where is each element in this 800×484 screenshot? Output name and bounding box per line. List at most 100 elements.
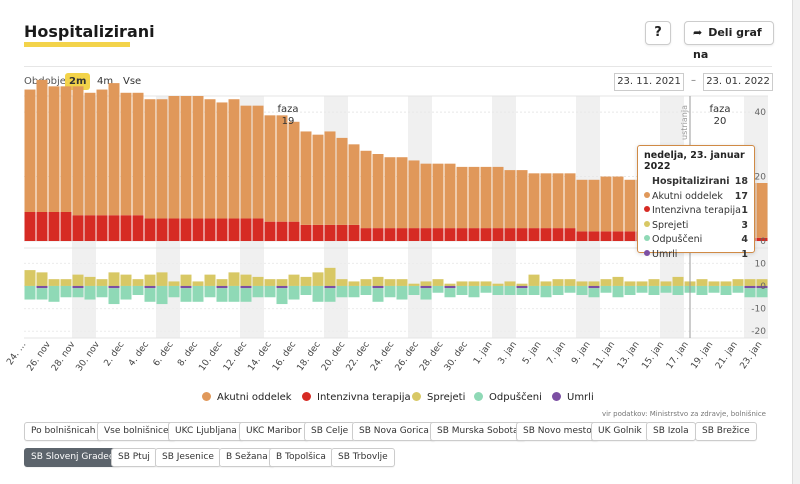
icu-bar xyxy=(432,228,444,241)
admitted-bar xyxy=(204,274,216,286)
xtick-label: 9. jan xyxy=(570,340,593,366)
deceased-bar xyxy=(420,285,432,289)
deceased-dot-icon xyxy=(644,249,650,256)
hospital-button-sb-nova-gorica[interactable]: SB Nova Gorica xyxy=(352,422,436,441)
acute-bar xyxy=(108,83,120,216)
hospital-button-sb-izola[interactable]: SB Izola xyxy=(646,422,696,441)
icu-bar xyxy=(456,228,468,241)
date-to-input[interactable]: 23. 01. 2022 xyxy=(703,73,773,91)
acute-bar xyxy=(72,86,84,216)
icu-bar xyxy=(24,212,36,241)
share-button[interactable]: ➦ Deli graf na xyxy=(684,21,774,61)
icu-bar xyxy=(216,218,228,241)
hospital-button-uk-golnik[interactable]: UK Golnik xyxy=(591,422,649,441)
legend-item-deceased[interactable]: Umrli xyxy=(552,392,594,403)
discharged-bar xyxy=(516,288,528,295)
admitted-bar xyxy=(264,279,276,286)
admitted-bar xyxy=(660,281,672,286)
deceased-bar xyxy=(276,285,288,289)
hospital-button-b-topolsica[interactable]: B Topolšica xyxy=(269,448,333,467)
deceased-bar xyxy=(144,285,156,289)
discharged-bar xyxy=(576,285,588,295)
admitted-bar xyxy=(120,274,132,286)
discharged-bar xyxy=(528,285,540,295)
hospital-button-sb-ptuj[interactable]: SB Ptuj xyxy=(111,448,157,467)
hospital-button-ukc-ljubljana[interactable]: UKC Ljubljana xyxy=(168,422,244,441)
legend-item-admitted[interactable]: Sprejeti xyxy=(412,392,465,403)
admitted-bar xyxy=(552,279,564,286)
legend-label: Sprejeti xyxy=(427,392,466,403)
hospital-button-sb-novo-mesto[interactable]: SB Novo mesto xyxy=(516,422,599,441)
hospital-button-b-sezana[interactable]: B Sežana xyxy=(219,448,275,467)
admitted-bar xyxy=(732,279,744,286)
share-arrow-icon: ➦ xyxy=(693,26,703,39)
legend-item-acute[interactable]: Akutni oddelek xyxy=(202,392,292,403)
discharged-bar xyxy=(744,288,756,298)
admitted-bar xyxy=(612,276,624,286)
admitted-bar xyxy=(360,279,372,286)
hospital-button-all[interactable]: Vse bolnišnice xyxy=(97,422,176,441)
legend-swatch xyxy=(552,392,561,401)
admitted-bar xyxy=(444,283,456,286)
hospital-button-sb-jesenice[interactable]: SB Jesenice xyxy=(155,448,221,467)
admitted-bar xyxy=(228,272,240,286)
icu-bar xyxy=(588,231,600,241)
tooltip-value: 3 xyxy=(741,219,748,231)
hospital-button-sb-brezice[interactable]: SB Brežice xyxy=(695,422,757,441)
acute-bar xyxy=(396,157,408,229)
discharged-bar xyxy=(324,288,336,302)
hospital-button-sb-trbovlje[interactable]: SB Trbovlje xyxy=(331,448,395,467)
acute-bar xyxy=(612,176,624,232)
acute-bar xyxy=(216,102,228,219)
admitted-bar xyxy=(72,274,84,286)
hospital-button-ukc-maribor[interactable]: UKC Maribor xyxy=(239,422,309,441)
share-button-label: Deli graf na xyxy=(693,26,762,61)
legend-swatch xyxy=(474,392,483,401)
deceased-bar xyxy=(444,285,456,289)
xtick-label: 13. jan xyxy=(616,340,642,371)
discharged-bar xyxy=(96,285,108,298)
period-option-4m[interactable]: 4m xyxy=(97,76,114,87)
admitted-bar xyxy=(540,281,552,286)
hospital-button-sb-murska-sobota[interactable]: SB Murska Sobota xyxy=(430,422,526,441)
lower-ytick-label: -10 xyxy=(751,305,766,315)
discharged-bar xyxy=(84,285,96,300)
discharged-bar xyxy=(336,285,348,298)
data-source-note: vir podatkov: Ministrstvo za zdravje, bo… xyxy=(601,410,766,418)
period-option-2m[interactable]: 2m xyxy=(65,73,91,90)
xtick-label: 28. dec xyxy=(418,340,445,373)
date-from-input[interactable]: 23. 11. 2021 xyxy=(614,73,684,91)
acute-bar xyxy=(120,92,132,216)
discharged-bar xyxy=(276,288,288,305)
discharged-bar xyxy=(732,285,744,293)
admitted-bar xyxy=(396,279,408,286)
admitted-bar xyxy=(600,279,612,286)
hospital-button-sb-slovenj-gradec[interactable]: SB Slovenj Gradec xyxy=(24,448,121,467)
acute-bar xyxy=(756,183,768,238)
admitted-bar xyxy=(240,274,252,286)
hospital-button-by-hospital[interactable]: Po bolnišnicah xyxy=(24,422,103,441)
icu-bar xyxy=(84,215,96,241)
xtick-label: 1. jan xyxy=(472,340,495,366)
xtick-label: 14. dec xyxy=(246,340,273,373)
deceased-bar xyxy=(36,285,48,289)
xtick-label: 15. jan xyxy=(640,340,666,371)
icu-bar xyxy=(204,218,216,241)
admitted-bar xyxy=(480,281,492,286)
hospital-button-sb-celje[interactable]: SB Celje xyxy=(304,422,356,441)
xtick-label: 30. dec xyxy=(443,340,470,373)
admitted-bar xyxy=(504,281,516,286)
legend-item-discharged[interactable]: Odpuščeni xyxy=(474,392,542,403)
acute-bar xyxy=(552,173,564,229)
admitted-bar xyxy=(252,276,264,286)
icu-bar xyxy=(108,215,120,241)
legend-item-icu[interactable]: Intenzivna terapija xyxy=(302,392,411,403)
discharged-bar xyxy=(252,285,264,298)
xtick-label: 10. dec xyxy=(197,340,224,373)
tooltip-value: 17 xyxy=(734,190,748,202)
icu-bar xyxy=(288,221,300,241)
period-option-all[interactable]: Vse xyxy=(123,76,142,87)
acute-bar xyxy=(228,99,240,219)
admitted-bar xyxy=(288,274,300,286)
help-button[interactable]: ? xyxy=(645,21,671,45)
